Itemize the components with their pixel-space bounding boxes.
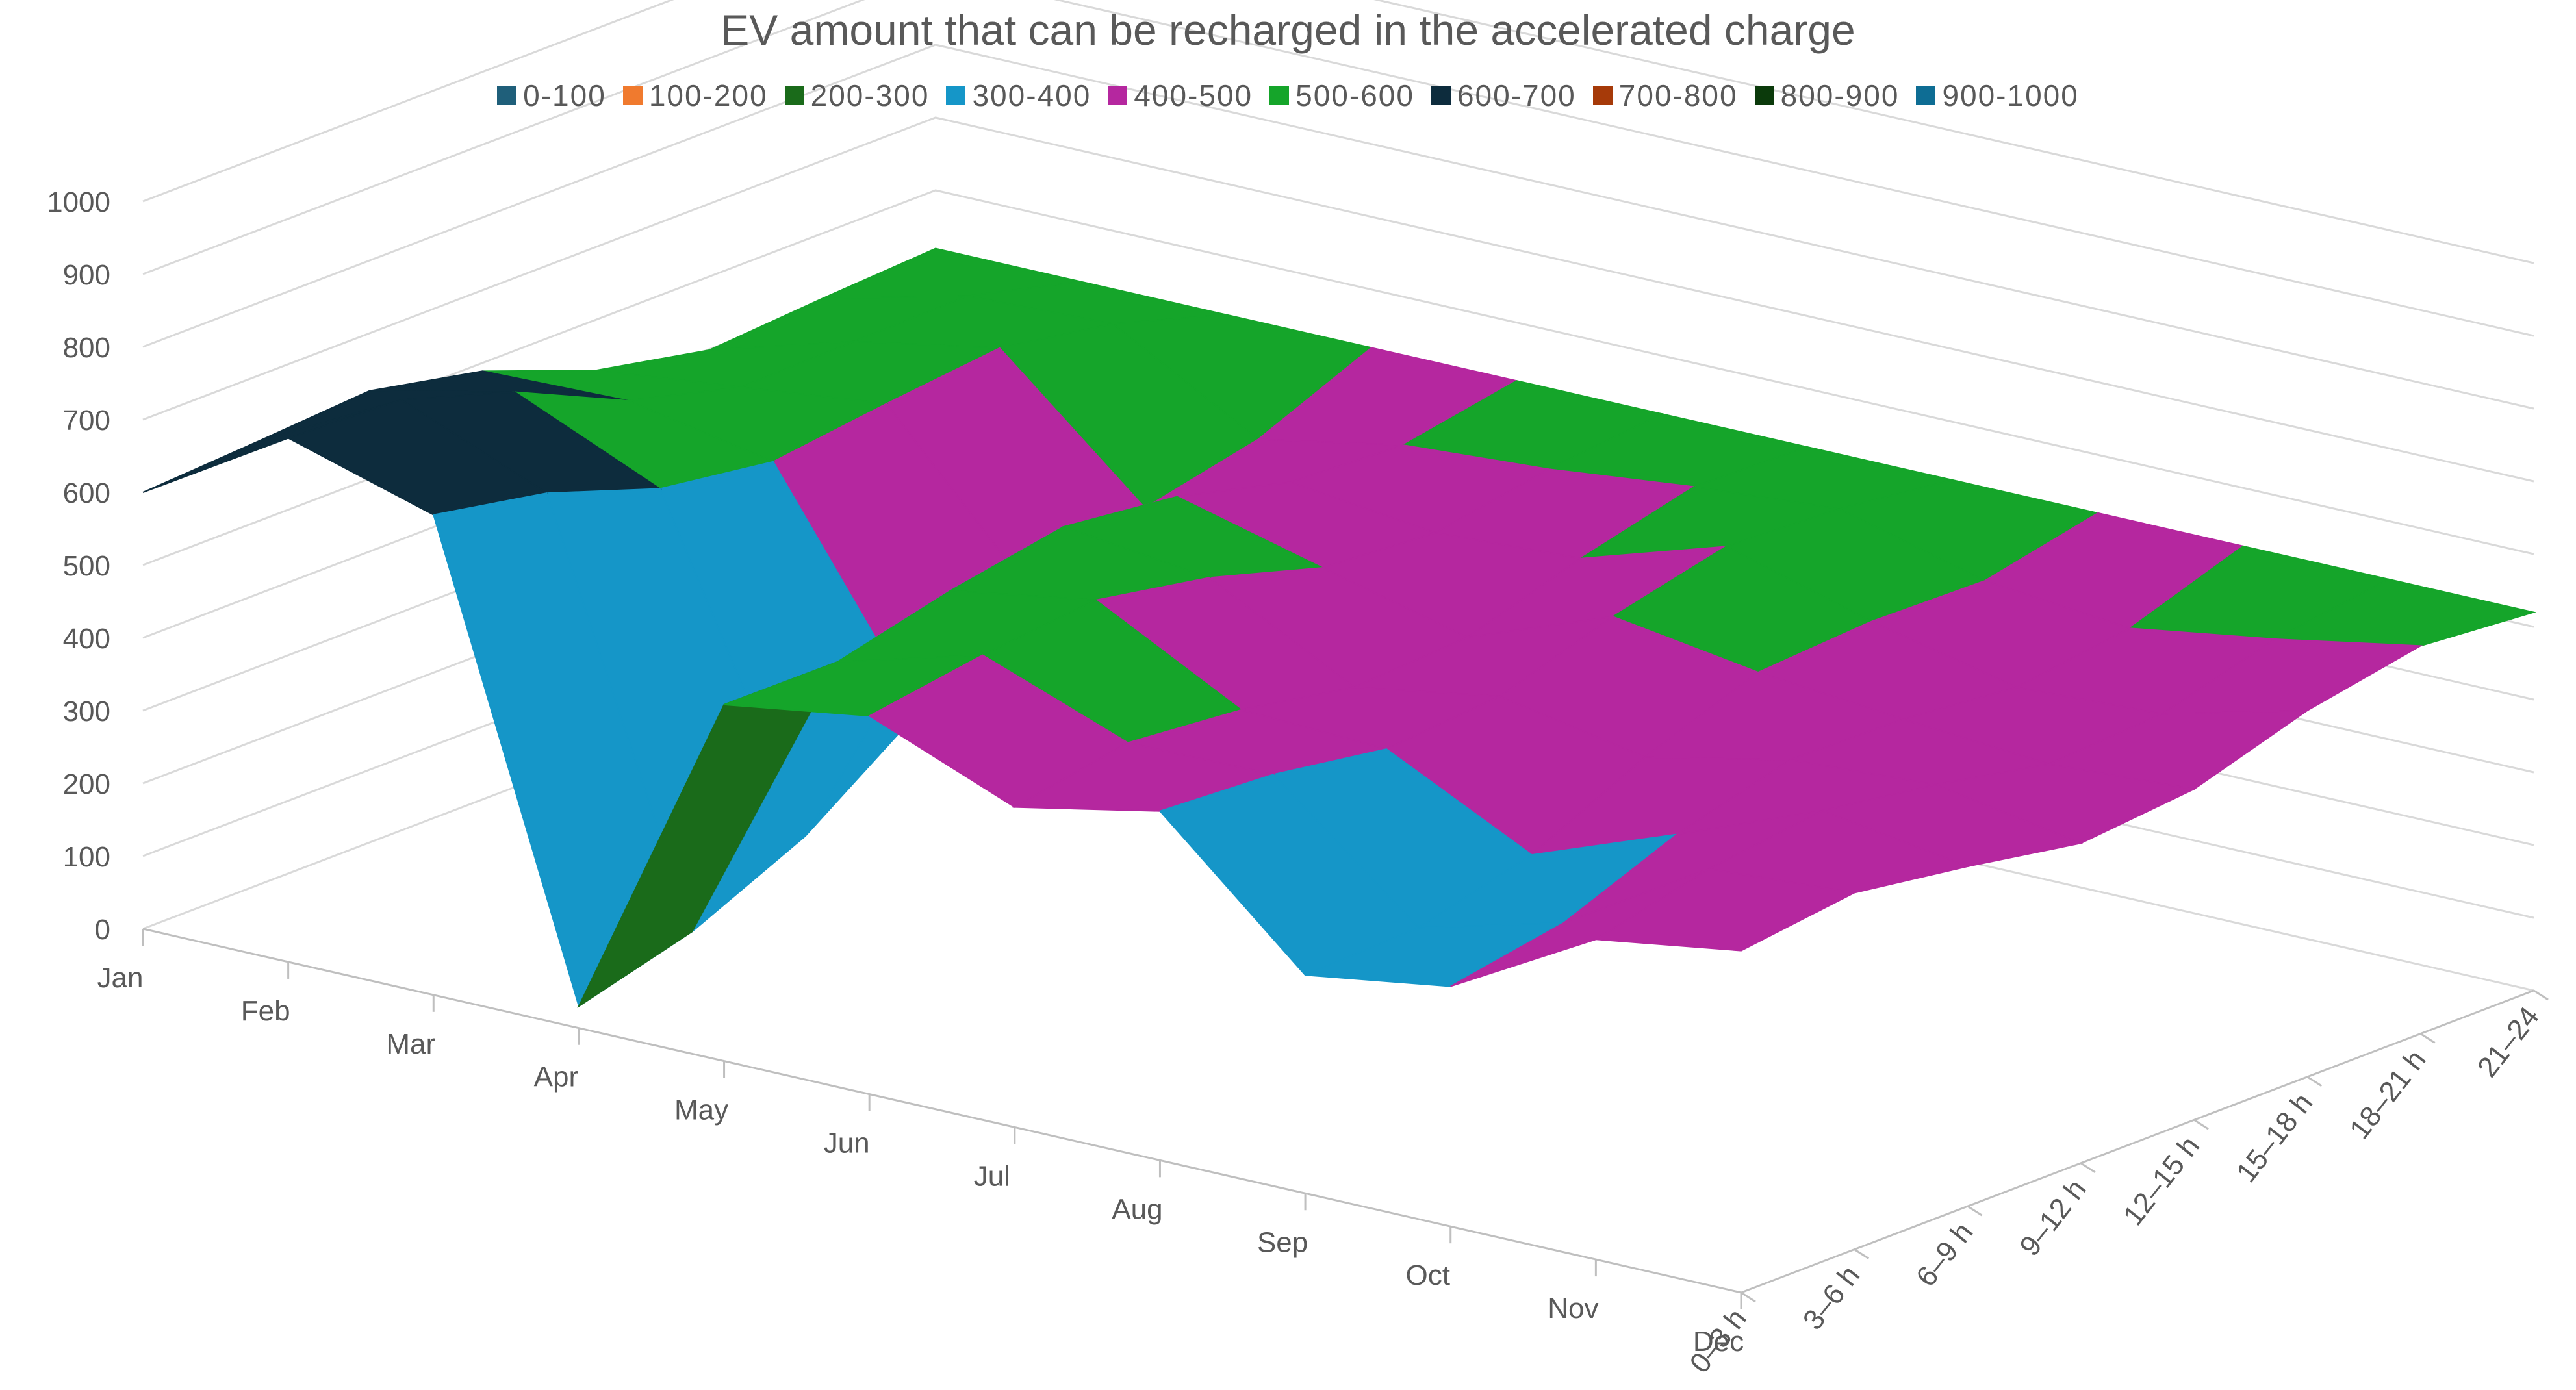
z-tick-label: 100 [63, 841, 110, 873]
legend-swatch [1916, 86, 1936, 105]
z-tick-label: 200 [63, 768, 110, 800]
legend-swatch [1592, 86, 1613, 105]
legend-item: 800-900 [1754, 78, 1900, 113]
surface-patch [1594, 868, 1857, 952]
month-tick-label: Jun [824, 1128, 870, 1159]
legend-swatch [946, 86, 966, 105]
legend-label: 200-300 [810, 79, 930, 112]
band-tick [2306, 1076, 2323, 1087]
band-tick-label: 12–15 h [2117, 1130, 2206, 1232]
legend-label: 100-200 [648, 79, 768, 112]
gridline [142, 116, 2534, 483]
legend-label: 300-400 [972, 79, 1091, 112]
legend-item: 0-100 [497, 78, 606, 113]
month-tick-label: May [674, 1094, 728, 1126]
legend-label: 500-600 [1295, 79, 1414, 112]
gridline [142, 44, 2534, 410]
z-tick-label: 500 [63, 550, 110, 582]
x-axis-line [142, 928, 1742, 1294]
legend-label: 800-900 [1780, 79, 1900, 112]
month-tick-label: Jan [97, 962, 144, 994]
month-tick-label: Jul [974, 1160, 1010, 1192]
legend-item: 700-800 [1592, 78, 1738, 113]
band-tick [2533, 989, 2549, 1001]
month-tick-label: Mar [386, 1028, 435, 1060]
legend-label: 900-1000 [1942, 79, 2079, 112]
month-tick-label: Sep [1257, 1226, 1308, 1258]
month-tick-label: Feb [241, 995, 290, 1027]
z-tick-label: 600 [63, 477, 110, 509]
legend-label: 700-800 [1618, 79, 1738, 112]
legend-label: 600-700 [1457, 79, 1576, 112]
legend-item: 300-400 [946, 78, 1091, 113]
legend-swatch [784, 86, 804, 105]
band-tick-label: 9–12 h [2013, 1174, 2092, 1262]
month-tick-label: Oct [1406, 1259, 1450, 1291]
z-tick-label: 0 [95, 914, 110, 946]
legend-swatch [1754, 86, 1774, 105]
legend-item: 500-600 [1269, 78, 1414, 113]
band-tick-label: 21–24 [2471, 1001, 2545, 1083]
legend-swatch [497, 86, 517, 105]
z-tick-label: 400 [63, 623, 110, 655]
legend-item: 600-700 [1431, 78, 1576, 113]
legend-item: 100-200 [622, 78, 768, 113]
band-tick-label: 6–9 h [1910, 1217, 1979, 1293]
band-tick [1741, 1291, 1756, 1303]
band-tick-label: 3–6 h [1797, 1260, 1866, 1336]
legend-item: 900-1000 [1916, 78, 2078, 113]
z-tick-label: 700 [63, 405, 110, 436]
band-tick [2419, 1033, 2436, 1044]
legend-label: 400-500 [1134, 79, 1253, 112]
month-tick-label: Aug [1112, 1193, 1162, 1225]
band-tick [1967, 1205, 1983, 1217]
legend-label: 0-100 [523, 79, 606, 112]
chart-legend: 0-100 100-200 200-300 300-400 400-500 500-600… [0, 78, 2576, 113]
legend-swatch [1108, 86, 1128, 105]
chart-title: EV amount that can be recharged in the a… [721, 6, 1855, 54]
z-tick-label: 1000 [47, 186, 110, 218]
legend-swatch [1431, 86, 1451, 105]
month-tick-label: Dec [1693, 1326, 1744, 1358]
z-tick-label: 800 [63, 332, 110, 364]
band-tick-label: 15–18 h [2230, 1087, 2319, 1189]
month-tick-label: Apr [534, 1061, 578, 1093]
legend-item: 400-500 [1108, 78, 1253, 113]
gridline [142, 0, 2534, 264]
month-tick-label: Nov [1548, 1293, 1598, 1324]
legend-item: 200-300 [784, 78, 930, 113]
band-tick-label: 18–21 h [2343, 1044, 2432, 1145]
band-tick [2080, 1162, 2096, 1173]
band-tick [1854, 1248, 1870, 1259]
band-tick [2193, 1119, 2209, 1130]
legend-swatch [622, 86, 643, 105]
y-axis-line [1741, 989, 2534, 1294]
z-tick-label: 300 [63, 696, 110, 727]
gridline [142, 0, 2534, 337]
z-tick-label: 900 [63, 259, 110, 291]
legend-swatch [1269, 86, 1290, 105]
